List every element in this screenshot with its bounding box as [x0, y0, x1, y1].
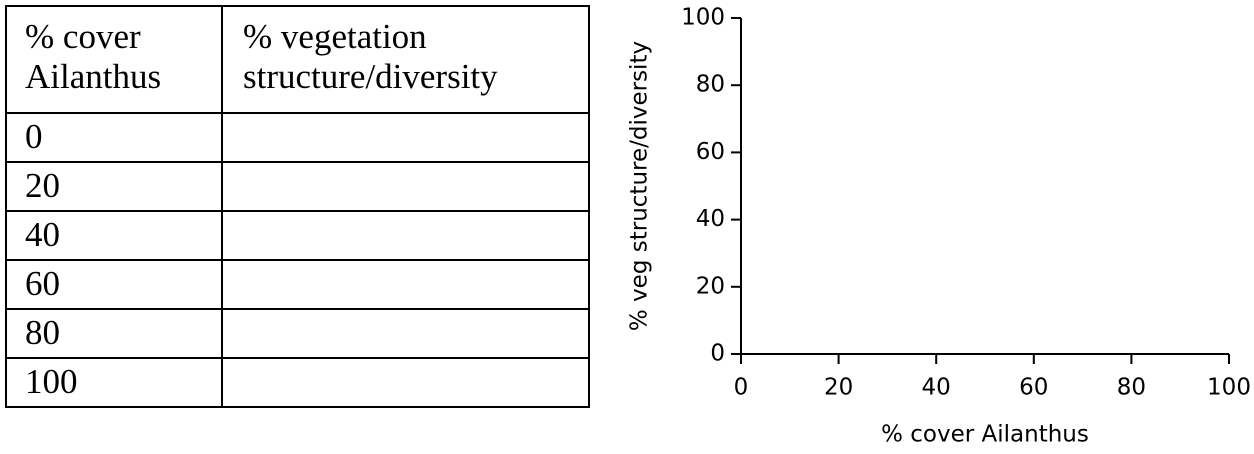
- cell: 0: [5, 112, 223, 163]
- header-cell: % cover Ailanthus: [5, 5, 223, 114]
- y-tick-label: 40: [696, 206, 725, 232]
- x-tick-label: 40: [922, 375, 951, 401]
- header-row: % cover Ailanthus % vegetation structure…: [5, 5, 590, 114]
- empty-cell: [221, 259, 590, 310]
- cell: 20: [5, 161, 223, 212]
- table-row: 0: [5, 112, 590, 163]
- empty-cell: [221, 112, 590, 163]
- x-axis-label: % cover Ailanthus: [881, 422, 1089, 448]
- x-tick-label: 20: [824, 375, 853, 401]
- y-tick-label: 20: [696, 273, 725, 299]
- y-axis-label: % veg structure/diversity: [627, 41, 653, 331]
- cell: 100: [5, 357, 223, 408]
- x-tick-label: 0: [734, 375, 749, 401]
- cell: 60: [5, 259, 223, 310]
- empty-cell: [221, 308, 590, 359]
- empty-cell: [221, 210, 590, 261]
- table-row: 40: [5, 210, 590, 261]
- y-tick-label: 80: [696, 72, 725, 98]
- table-row: 20: [5, 161, 590, 212]
- cell: 40: [5, 210, 223, 261]
- x-tick-label: 60: [1019, 375, 1048, 401]
- table-row: 60: [5, 259, 590, 310]
- x-tick-label: 100: [1207, 375, 1251, 401]
- y-tick-label: 100: [681, 5, 725, 31]
- empty-cell: [221, 161, 590, 212]
- y-tick-label: 0: [710, 341, 725, 367]
- table-row: 80: [5, 308, 590, 359]
- y-tick-label: 60: [696, 139, 725, 165]
- table-row: 100: [5, 357, 590, 408]
- cell: 80: [5, 308, 223, 359]
- data-table: % cover Ailanthus % vegetation structure…: [5, 5, 590, 408]
- x-tick-label: 80: [1117, 375, 1146, 401]
- empty-cell: [221, 357, 590, 408]
- header-cell: % vegetation structure/diversity: [221, 5, 590, 114]
